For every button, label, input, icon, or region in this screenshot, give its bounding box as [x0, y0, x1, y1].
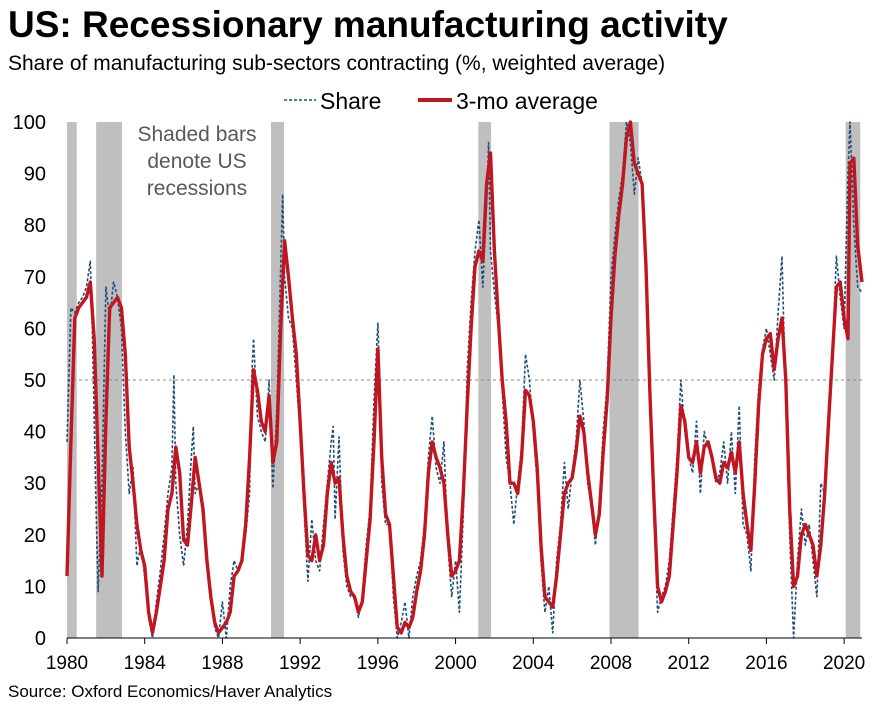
x-tick-label-2016: 2016	[745, 653, 787, 674]
page-title: US: Recessionary manufacturing activity	[8, 4, 728, 45]
x-tick-label-1988: 1988	[201, 653, 243, 674]
series-3mo-average-line	[65, 120, 864, 635]
x-tick-label-2012: 2012	[668, 653, 710, 674]
legend: Share 3-mo average	[284, 88, 598, 114]
recession-bar-3	[478, 122, 492, 638]
y-axis-ticks: 0 10 20 30 40 50 60 70 80 90 100	[13, 112, 46, 650]
x-tick-label-2000: 2000	[434, 653, 476, 674]
series-lines	[65, 120, 864, 639]
recession-annotation: Shaded bars denote US recessions	[137, 123, 256, 200]
y-tick-label-50: 50	[24, 370, 46, 392]
y-tick-label-60: 60	[24, 318, 46, 340]
x-tick-label-1996: 1996	[357, 653, 399, 674]
x-tick-label-2008: 2008	[590, 653, 632, 674]
x-tick-label-1984: 1984	[124, 653, 167, 674]
y-tick-label-70: 70	[24, 267, 46, 289]
chart-subtitle: Share of manufacturing sub-sectors contr…	[8, 52, 666, 75]
x-tick-label-1992: 1992	[279, 653, 321, 674]
legend-average-label: 3-mo average	[456, 88, 598, 114]
x-tick-label-1980: 1980	[46, 653, 88, 674]
y-tick-label-90: 90	[24, 164, 46, 186]
source-note: Source: Oxford Economics/Haver Analytics	[8, 682, 333, 701]
annotation-line-1: denote US	[147, 150, 246, 173]
y-tick-label-100: 100	[13, 112, 46, 134]
y-tick-label-80: 80	[24, 215, 46, 237]
y-tick-label-40: 40	[24, 422, 46, 444]
y-tick-label-30: 30	[24, 473, 46, 495]
y-tick-label-10: 10	[24, 576, 46, 598]
x-tick-label-2004: 2004	[512, 653, 555, 674]
legend-share-label: Share	[320, 88, 381, 114]
annotation-line-2: recessions	[147, 177, 247, 200]
y-tick-label-20: 20	[24, 525, 46, 547]
x-tick-label-2020: 2020	[823, 653, 865, 674]
x-axis-ticks: 1980 1984 1988 1992 1996 2000 2004 2008 2012 2016…	[46, 638, 865, 674]
y-tick-label-0: 0	[35, 628, 46, 650]
annotation-line-0: Shaded bars	[137, 123, 256, 146]
